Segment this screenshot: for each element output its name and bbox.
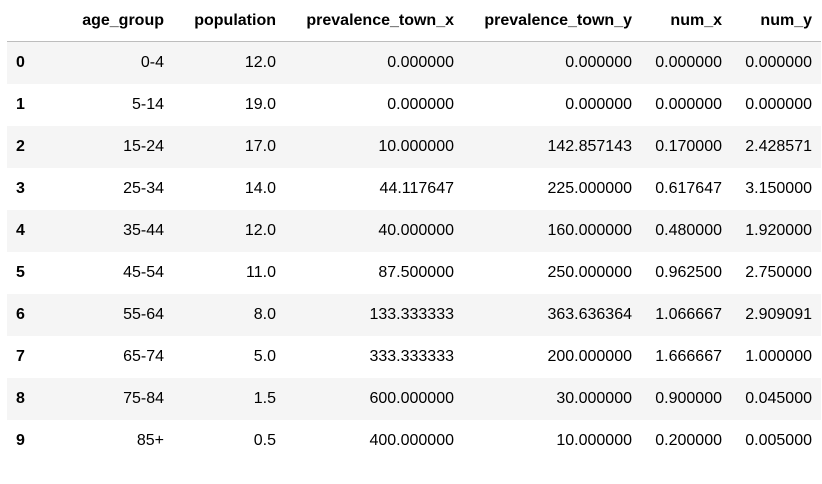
- cell-age-group: 0-4: [140, 54, 164, 71]
- cell-prevalence-town-x: 44.117647: [379, 180, 454, 197]
- cell-num-x: 0.000000: [655, 96, 722, 113]
- cell-age-group: 35-44: [123, 222, 164, 239]
- cell-population: 0.5: [253, 432, 276, 449]
- cell-num-x: 0.000000: [655, 54, 722, 71]
- cell-num-y: 3.150000: [745, 180, 812, 197]
- cell-prevalence-town-y: 200.000000: [547, 348, 632, 365]
- row-index: 4: [16, 222, 25, 239]
- cell-prevalence-town-x: 40.000000: [378, 222, 454, 239]
- column-header-prevalence-town-x: prevalence_town_x: [285, 0, 463, 42]
- cell-prevalence-town-y: 142.857143: [547, 138, 632, 155]
- cell-prevalence-town-y: 363.636364: [547, 306, 632, 323]
- cell-prevalence-town-x: 10.000000: [378, 138, 454, 155]
- cell-num-y: 2.428571: [745, 138, 812, 155]
- dataframe-output: age_group population prevalence_town_x p…: [7, 0, 821, 462]
- cell-prevalence-town-y: 0.000000: [565, 54, 632, 71]
- column-header-prevalence-town-y: prevalence_town_y: [463, 0, 641, 42]
- cell-population: 12.0: [244, 222, 276, 239]
- table-row: 5 45-54 11.0 87.500000 250.000000 0.962500 2.7…: [7, 252, 821, 294]
- table-row: 2 15-24 17.0 10.000000 142.857143 0.170000 2.4…: [7, 126, 821, 168]
- index-header: [7, 0, 45, 42]
- cell-num-x: 0.480000: [655, 222, 722, 239]
- cell-age-group: 15-24: [123, 138, 164, 155]
- cell-population: 14.0: [244, 180, 276, 197]
- cell-prevalence-town-x: 600.000000: [369, 390, 454, 407]
- cell-num-x: 0.962500: [655, 264, 722, 281]
- row-index: 1: [16, 96, 25, 113]
- cell-num-x: 0.170000: [655, 138, 722, 155]
- cell-prevalence-town-y: 225.000000: [547, 180, 632, 197]
- cell-num-y: 2.750000: [745, 264, 812, 281]
- row-index: 7: [16, 348, 25, 365]
- cell-prevalence-town-y: 30.000000: [556, 390, 632, 407]
- cell-num-x: 0.200000: [655, 432, 722, 449]
- cell-population: 12.0: [244, 54, 276, 71]
- cell-num-y: 0.000000: [745, 54, 812, 71]
- row-index: 6: [16, 306, 25, 323]
- table-row: 4 35-44 12.0 40.000000 160.000000 0.480000 1.9…: [7, 210, 821, 252]
- cell-num-y: 1.000000: [745, 348, 812, 365]
- cell-num-x: 1.066667: [655, 306, 722, 323]
- cell-num-y: 0.000000: [745, 96, 812, 113]
- table-row: 7 65-74 5.0 333.333333 200.000000 1.666667 1.0…: [7, 336, 821, 378]
- cell-prevalence-town-x: 333.333333: [369, 348, 454, 365]
- table-row: 6 55-64 8.0 133.333333 363.636364 1.066667 2.9…: [7, 294, 821, 336]
- row-index: 9: [16, 432, 25, 449]
- cell-prevalence-town-x: 133.333333: [369, 306, 454, 323]
- table-row: 3 25-34 14.0 44.117647 225.000000 0.617647 3.1…: [7, 168, 821, 210]
- row-index: 3: [16, 180, 25, 197]
- cell-prevalence-town-y: 0.000000: [565, 96, 632, 113]
- cell-age-group: 75-84: [123, 390, 164, 407]
- row-index: 0: [16, 54, 25, 71]
- table-body: 0 0-4 12.0 0.000000 0.000000 0.000000 0.000000…: [7, 41, 821, 462]
- cell-age-group: 25-34: [123, 180, 164, 197]
- table-row: 1 5-14 19.0 0.000000 0.000000 0.000000 0.00000…: [7, 84, 821, 126]
- cell-age-group: 65-74: [123, 348, 164, 365]
- cell-population: 8.0: [253, 306, 276, 323]
- table-header: age_group population prevalence_town_x p…: [7, 0, 821, 42]
- row-index: 5: [16, 264, 25, 281]
- cell-prevalence-town-x: 400.000000: [369, 432, 454, 449]
- cell-prevalence-town-y: 250.000000: [547, 264, 632, 281]
- header-row: age_group population prevalence_town_x p…: [7, 0, 821, 42]
- cell-num-x: 1.666667: [655, 348, 722, 365]
- column-header-population: population: [173, 0, 285, 42]
- cell-age-group: 85+: [136, 432, 164, 449]
- column-header-age-group: age_group: [45, 0, 173, 42]
- cell-population: 19.0: [244, 96, 276, 113]
- cell-age-group: 45-54: [123, 264, 164, 281]
- table-row: 8 75-84 1.5 600.000000 30.000000 0.900000 0.04…: [7, 378, 821, 420]
- cell-population: 1.5: [253, 390, 276, 407]
- cell-num-y: 0.005000: [745, 432, 812, 449]
- cell-num-x: 0.900000: [655, 390, 722, 407]
- column-header-num-y: num_y: [731, 0, 821, 42]
- cell-prevalence-town-x: 0.000000: [387, 54, 454, 71]
- cell-num-x: 0.617647: [655, 180, 722, 197]
- cell-prevalence-town-y: 160.000000: [547, 222, 632, 239]
- cell-population: 17.0: [244, 138, 276, 155]
- cell-age-group: 5-14: [131, 96, 164, 113]
- cell-prevalence-town-x: 0.000000: [387, 96, 454, 113]
- cell-population: 11.0: [246, 264, 276, 281]
- cell-population: 5.0: [253, 348, 276, 365]
- row-index: 2: [16, 138, 25, 155]
- cell-prevalence-town-y: 10.000000: [556, 432, 632, 449]
- column-header-num-x: num_x: [641, 0, 731, 42]
- row-index: 8: [16, 390, 25, 407]
- cell-num-y: 1.920000: [745, 222, 812, 239]
- dataframe-table: age_group population prevalence_town_x p…: [7, 0, 821, 462]
- table-row: 9 85+ 0.5 400.000000 10.000000 0.200000 0.0050…: [7, 420, 821, 462]
- cell-num-y: 2.909091: [745, 306, 812, 323]
- table-row: 0 0-4 12.0 0.000000 0.000000 0.000000 0.000000: [7, 41, 821, 84]
- cell-prevalence-town-x: 87.500000: [378, 264, 454, 281]
- cell-num-y: 0.045000: [745, 390, 812, 407]
- cell-age-group: 55-64: [123, 306, 164, 323]
